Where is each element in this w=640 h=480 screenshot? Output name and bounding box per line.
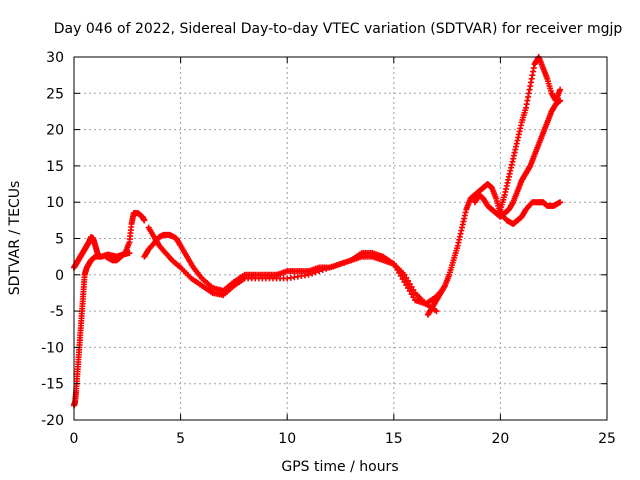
- y-tick-label: 20: [46, 123, 64, 139]
- data-point: [399, 276, 406, 283]
- data-point: [406, 288, 413, 295]
- x-axis-title: GPS time / hours: [281, 459, 398, 475]
- data-point: [403, 274, 410, 281]
- data-point: [408, 291, 415, 298]
- data-point: [405, 277, 412, 284]
- data-point: [405, 285, 412, 292]
- y-tick-label: 0: [55, 268, 64, 284]
- y-tick-label: 5: [55, 232, 64, 248]
- chart-title: Day 046 of 2022, Sidereal Day-to-day VTE…: [54, 21, 623, 37]
- data-point: [323, 265, 330, 272]
- data-point: [341, 259, 348, 266]
- data-point: [326, 264, 333, 271]
- y-tick-label: -10: [41, 340, 64, 356]
- data-point: [557, 86, 564, 93]
- x-tick-label: 10: [278, 431, 296, 447]
- y-tick-label: 25: [46, 86, 64, 102]
- x-tick-label: 20: [491, 431, 509, 447]
- data-layer: [71, 54, 564, 409]
- data-point: [312, 269, 319, 276]
- data-point: [433, 308, 440, 315]
- data-point: [333, 262, 340, 269]
- data-point: [557, 199, 564, 206]
- x-tick-label: 25: [598, 431, 616, 447]
- x-tick-label: 5: [176, 431, 185, 447]
- y-tick-label: 30: [46, 50, 64, 66]
- grid-layer: [74, 57, 607, 420]
- data-point: [403, 282, 410, 289]
- data-point: [408, 283, 415, 290]
- data-point: [410, 294, 417, 301]
- data-point: [337, 260, 344, 267]
- data-point: [141, 217, 148, 224]
- data-point: [319, 266, 326, 273]
- y-tick-label: 10: [46, 195, 64, 211]
- series-satellite-arc-7: [471, 97, 564, 220]
- data-point: [406, 280, 413, 287]
- y-tick-label: -15: [41, 377, 64, 393]
- series-satellite-arc-3: [102, 210, 148, 264]
- y-tick-label: -20: [41, 413, 64, 429]
- data-point: [309, 270, 316, 277]
- y-tick-label: 15: [46, 159, 64, 175]
- data-point: [344, 258, 351, 265]
- y-tick-label: -5: [50, 304, 64, 320]
- data-point: [401, 279, 408, 286]
- tick-layer: 0 5 10 15 20 25 -20 -15 -10 -5 0 5 10 15 20 25 30: [41, 50, 616, 447]
- data-point: [330, 263, 337, 270]
- data-point: [410, 286, 417, 293]
- data-point: [316, 268, 323, 275]
- data-point: [401, 271, 408, 278]
- data-point: [305, 271, 312, 278]
- series-satellite-arc-8: [497, 54, 564, 213]
- x-tick-label: 15: [385, 431, 403, 447]
- y-axis-title: SDTVAR / TECUs: [7, 181, 23, 296]
- series-satellite-arc-6: [424, 181, 564, 318]
- x-tick-label: 0: [70, 431, 79, 447]
- series-satellite-arc-2: [71, 250, 133, 409]
